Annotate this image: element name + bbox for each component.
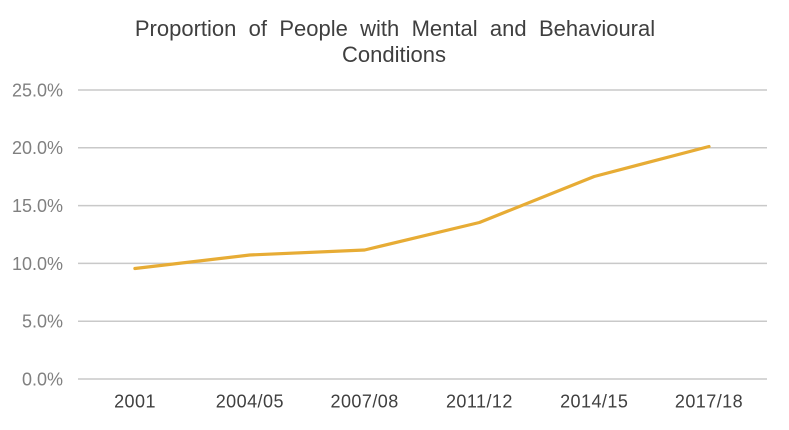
- svg-text:25.0%: 25.0%: [12, 80, 63, 100]
- svg-text:2007/08: 2007/08: [330, 392, 398, 412]
- svg-text:20.0%: 20.0%: [12, 138, 63, 158]
- svg-text:Conditions: Conditions: [342, 42, 446, 67]
- svg-text:0.0%: 0.0%: [22, 369, 63, 389]
- svg-text:15.0%: 15.0%: [12, 196, 63, 216]
- svg-text:2004/05: 2004/05: [216, 392, 284, 412]
- svg-text:2011/12: 2011/12: [446, 392, 513, 412]
- svg-text:2001: 2001: [114, 392, 156, 412]
- svg-text:Proportion of People with Ment: Proportion of People with Mental and Beh…: [135, 16, 655, 41]
- svg-text:2014/15: 2014/15: [560, 392, 628, 412]
- svg-text:2017/18: 2017/18: [675, 392, 743, 412]
- svg-text:5.0%: 5.0%: [22, 312, 63, 332]
- svg-text:10.0%: 10.0%: [12, 254, 63, 274]
